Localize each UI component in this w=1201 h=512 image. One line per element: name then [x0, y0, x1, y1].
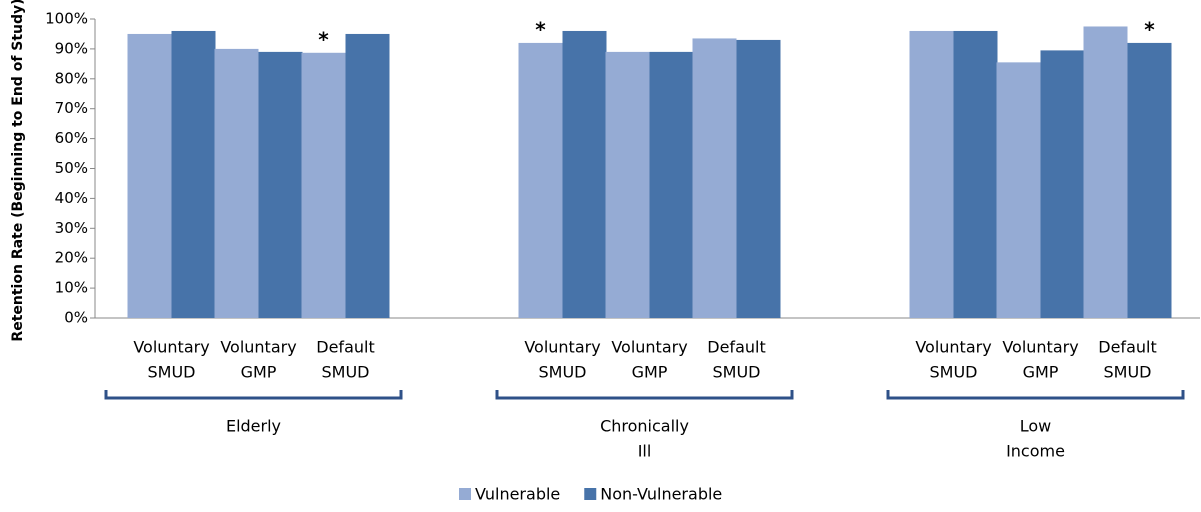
y-tick-label: 0% [64, 309, 88, 327]
bar [171, 30, 216, 319]
x-tick-label: Voluntary [133, 338, 209, 357]
x-tick-label: SMUD [322, 363, 370, 382]
y-tick-label: 90% [55, 39, 88, 57]
bar [518, 42, 563, 319]
legend-swatch [584, 488, 597, 500]
y-tick-label: 60% [55, 129, 88, 147]
bar [258, 51, 303, 318]
bar [692, 38, 737, 319]
y-tick-label: 80% [55, 69, 88, 87]
bar [736, 39, 781, 319]
bar [605, 51, 650, 318]
group-bracket [495, 390, 794, 400]
x-tick-label: GMP [1023, 363, 1059, 382]
bar [909, 30, 954, 319]
group-bracket [104, 390, 403, 400]
x-tick-label: SMUD [539, 363, 587, 382]
bar [562, 30, 607, 319]
x-tick-label: GMP [632, 363, 668, 382]
x-tick-label: GMP [241, 363, 277, 382]
bar [127, 33, 172, 318]
group-bracket [886, 390, 1185, 400]
x-tick-label: Voluntary [915, 338, 991, 357]
group-label: Income [1006, 442, 1065, 461]
group-label: Low [1020, 417, 1052, 436]
group-label: Chronically [600, 417, 689, 436]
annotation: * [318, 27, 329, 51]
group-label: Elderly [226, 417, 281, 436]
bar [1040, 50, 1085, 319]
legend-swatch [459, 488, 471, 500]
bar [649, 51, 694, 318]
bar [214, 48, 259, 319]
x-tick-label: SMUD [713, 363, 761, 382]
bar [301, 52, 346, 319]
x-tick-label: Default [1098, 338, 1156, 357]
x-tick-label: Voluntary [220, 338, 296, 357]
y-tick-label: 40% [55, 189, 88, 207]
x-tick-label: Default [316, 338, 374, 357]
x-tick-label: Default [707, 338, 765, 357]
x-tick-label: SMUD [930, 363, 978, 382]
x-tick-label: Voluntary [1002, 338, 1078, 357]
annotation: * [1144, 17, 1155, 41]
y-tick-label: 20% [55, 249, 88, 267]
bar [1127, 42, 1172, 319]
bar [1083, 26, 1128, 318]
x-tick-label: SMUD [148, 363, 196, 382]
y-tick-label: 70% [55, 99, 88, 117]
y-tick-label: 50% [55, 159, 88, 177]
legend-label: Non-Vulnerable [600, 485, 722, 504]
legend-label: Vulnerable [475, 485, 560, 504]
bar [996, 62, 1041, 319]
bar [345, 33, 390, 318]
x-tick-label: Voluntary [524, 338, 600, 357]
y-axis-label: Retention Rate (Beginning to End of Stud… [10, 0, 26, 342]
y-tick-label: 100% [45, 10, 88, 28]
group-label: Ill [638, 442, 652, 461]
y-tick-label: 10% [55, 279, 88, 297]
y-tick-label: 30% [55, 219, 88, 237]
x-tick-label: SMUD [1104, 363, 1152, 382]
x-tick-label: Voluntary [611, 338, 687, 357]
annotation: * [535, 17, 546, 41]
bar [953, 30, 998, 319]
